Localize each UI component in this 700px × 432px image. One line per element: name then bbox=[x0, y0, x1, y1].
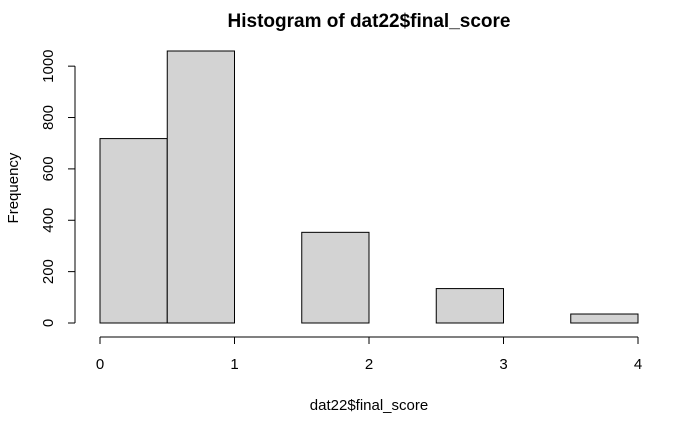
x-axis-label: dat22$final_score bbox=[310, 397, 428, 414]
x-axis: 0 1 2 3 4 bbox=[96, 336, 642, 373]
x-tick-label: 2 bbox=[365, 356, 373, 373]
bars-group bbox=[99, 50, 639, 324]
histogram-bar bbox=[435, 288, 504, 324]
histogram-bar bbox=[301, 231, 370, 324]
x-tick-label: 1 bbox=[230, 356, 238, 373]
chart-title: Histogram of dat22$final_score bbox=[228, 11, 511, 32]
y-tick-label: 400 bbox=[40, 208, 57, 233]
x-tick-label: 0 bbox=[96, 356, 104, 373]
x-tick-label: 3 bbox=[499, 356, 507, 373]
x-tick-label: 4 bbox=[634, 356, 642, 373]
histogram-bar bbox=[570, 313, 639, 324]
y-tick-label: 600 bbox=[40, 156, 57, 181]
histogram-bar bbox=[99, 138, 168, 324]
y-tick-label: 1000 bbox=[40, 49, 57, 82]
histogram-bar bbox=[166, 50, 235, 324]
y-axis-label: Frequency bbox=[5, 152, 22, 223]
y-axis: 0 200 400 600 800 1000 bbox=[40, 49, 76, 327]
y-tick-label: 200 bbox=[40, 259, 57, 284]
y-tick-label: 0 bbox=[40, 319, 57, 327]
y-tick-label: 800 bbox=[40, 105, 57, 130]
